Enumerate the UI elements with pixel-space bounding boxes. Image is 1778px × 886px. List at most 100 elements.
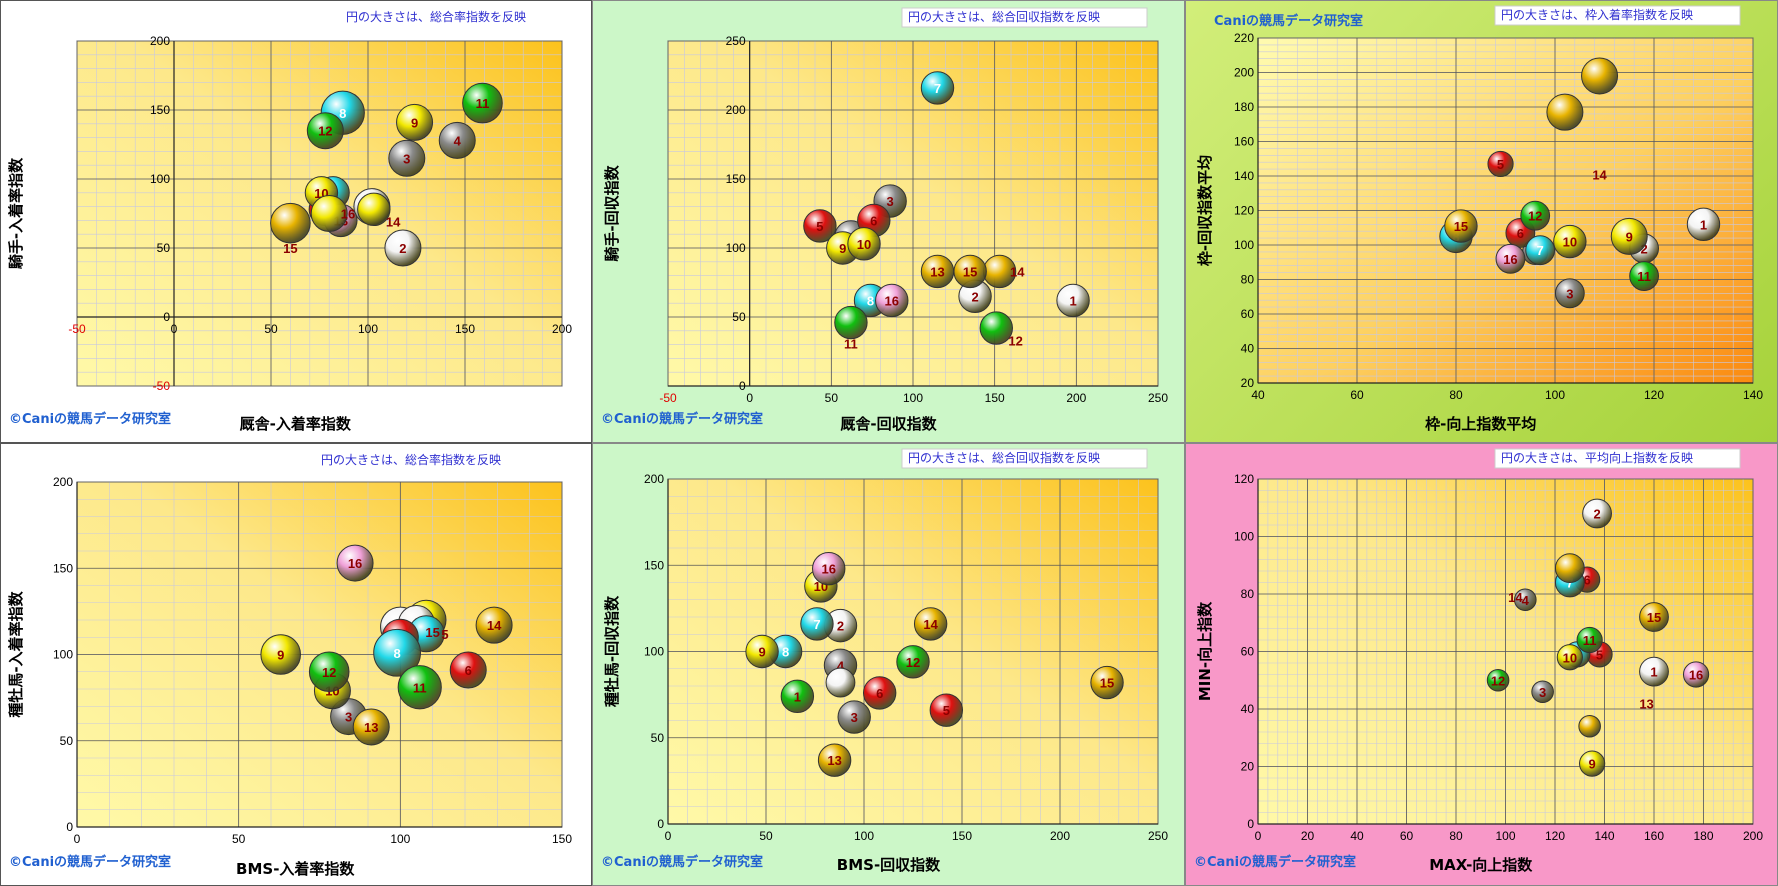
y-tick-label: 140 (1234, 169, 1254, 183)
data-point-bubble (1487, 150, 1514, 178)
data-point-label: 3 (1539, 685, 1546, 700)
y-tick-label: 0 (163, 310, 170, 324)
x-axis-title: 厩舎-回収指数 (840, 415, 937, 433)
x-tick-label: 180 (1693, 829, 1713, 843)
data-point-label: 8 (867, 293, 874, 308)
y-tick-label: 80 (1241, 587, 1255, 601)
x-tick-label: 80 (1449, 829, 1463, 843)
x-tick-label: 120 (1644, 388, 1664, 402)
data-point-bubble (803, 209, 837, 243)
size-note: 円の大きさは、平均向上指数を反映 (1501, 450, 1693, 465)
y-tick-label: 100 (53, 648, 73, 662)
data-point-bubble (1639, 656, 1669, 687)
data-point-bubble (780, 679, 815, 714)
y-tick-label: 60 (1241, 645, 1255, 659)
data-point-label: 2 (1593, 507, 1600, 522)
x-tick-label: 50 (232, 832, 246, 846)
data-point-label: 12 (1528, 209, 1542, 224)
data-point-bubble (475, 606, 513, 644)
data-point-label: 7 (813, 617, 820, 632)
data-point-bubble (745, 634, 779, 669)
copyright-label: ©Caniの競馬データ研究室 (601, 411, 763, 427)
x-tick-label: 150 (455, 322, 475, 336)
y-axis-title: MIN-向上指数 (1196, 601, 1214, 701)
data-point-bubble (1682, 661, 1710, 688)
x-tick-label: 50 (825, 391, 839, 405)
data-point-label: 4 (454, 133, 462, 148)
data-point-label: 5 (816, 219, 823, 234)
x-tick-label: 60 (1350, 388, 1364, 402)
x-tick-label: -50 (659, 391, 677, 405)
data-point-bubble (817, 743, 852, 777)
y-axis-title: 騎手-入着率指数 (7, 157, 25, 269)
data-point-bubble (1579, 750, 1606, 777)
copyright-label: ©Caniの競馬データ研究室 (601, 854, 763, 870)
data-point-label: 14 (386, 215, 401, 230)
data-point-label: 9 (758, 645, 765, 660)
copyright-label: ©Caniの競馬データ研究室 (1194, 854, 1356, 870)
data-point-bubble (1514, 588, 1537, 612)
x-tick-label: 150 (985, 391, 1005, 405)
data-point-bubble (929, 693, 964, 727)
y-tick-label: 50 (60, 734, 74, 748)
x-tick-label: 0 (171, 322, 178, 336)
data-point-bubble (825, 667, 856, 698)
data-point-label: 9 (411, 115, 418, 130)
data-point-label: 2 (837, 619, 844, 634)
x-tick-label: 0 (74, 832, 81, 846)
y-tick-label: 50 (157, 241, 171, 255)
x-tick-label: 100 (903, 391, 923, 405)
data-point-label: 5 (441, 627, 448, 642)
data-point-label: 9 (1589, 757, 1596, 772)
data-point-label: 12 (1491, 673, 1505, 688)
data-point-bubble (953, 254, 987, 289)
data-point-bubble (979, 311, 1013, 345)
data-point-label: 10 (1563, 650, 1577, 665)
data-point-bubble (373, 628, 422, 677)
copyright-label: ©Caniの競馬データ研究室 (9, 854, 171, 870)
data-point-label: 12 (322, 665, 336, 680)
y-tick-label: 0 (1247, 817, 1254, 831)
y-axis-title: 種牡馬-入着率指数 (7, 590, 25, 717)
data-point-label: 12 (1008, 333, 1022, 348)
x-tick-label: 120 (1545, 829, 1565, 843)
data-point-label: 8 (339, 106, 346, 121)
data-point-bubble (449, 651, 487, 689)
data-point-label: 15 (1454, 219, 1468, 234)
data-point-bubble (1556, 644, 1583, 671)
data-point-bubble (1578, 714, 1601, 738)
data-point-label: 2 (1640, 241, 1647, 256)
size-note: 円の大きさは、総合率指数を反映 (321, 452, 501, 467)
data-point-label: 6 (870, 213, 877, 228)
data-point-bubble (462, 82, 503, 124)
data-point-bubble (1520, 200, 1551, 231)
data-point-bubble (1531, 680, 1554, 704)
y-tick-label: 200 (53, 475, 73, 489)
note-box (901, 448, 1148, 469)
data-point-label: 6 (1517, 226, 1524, 241)
data-point-label: 13 (364, 720, 378, 735)
data-point-bubble (270, 202, 311, 244)
data-point-label: 3 (887, 194, 894, 209)
data-point-label: 13 (827, 753, 841, 768)
data-point-bubble (875, 283, 909, 318)
size-note: 円の大きさは、総合回収指数を反映 (908, 450, 1100, 465)
data-point-label: 5 (1497, 157, 1504, 172)
x-tick-label: 60 (1400, 829, 1414, 843)
data-point-label: 16 (821, 562, 835, 577)
data-point-label: 16 (1503, 252, 1517, 267)
data-point-bubble (800, 607, 834, 641)
x-tick-label: 50 (264, 322, 278, 336)
size-note: 円の大きさは、総合回収指数を反映 (908, 9, 1100, 24)
data-point-bubble (812, 552, 846, 586)
data-point-label: 11 (413, 680, 427, 695)
x-tick-label: 100 (390, 832, 410, 846)
data-point-label: 15 (283, 241, 297, 256)
chart-svg: 0 20 40 60 80 100 120 140 160 180 200 0 20 40 60 80 100 1… (1194, 448, 1763, 874)
y-tick-label: 100 (726, 241, 746, 255)
data-point-bubble (1553, 224, 1587, 259)
y-tick-label: 120 (1234, 472, 1254, 486)
data-point-bubble (336, 544, 374, 582)
y-tick-label: 0 (657, 817, 664, 831)
